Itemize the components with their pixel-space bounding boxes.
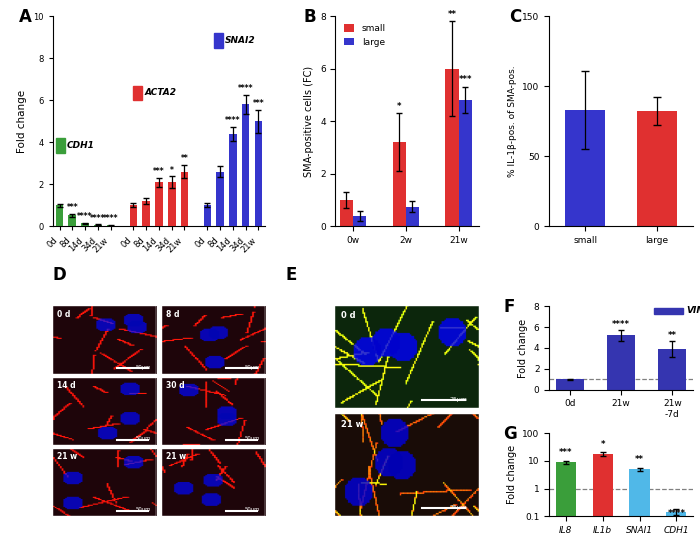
Text: C: C [509,8,522,26]
Bar [229,134,237,226]
Bar [445,69,458,226]
Text: SNAI2: SNAI2 [225,36,256,45]
Text: *: * [397,102,402,111]
Bar [142,201,150,226]
Bar [393,142,406,226]
Bar [593,454,613,538]
Text: G: G [503,424,517,443]
Text: D: D [52,266,66,284]
Bar [204,206,211,226]
Text: 21 w: 21 w [166,452,186,462]
Text: **: ** [181,154,188,164]
Bar [56,206,63,226]
Text: 50μm: 50μm [135,436,150,441]
Bar [340,200,353,226]
Text: CDH1: CDH1 [66,141,94,150]
Bar [607,336,635,390]
Bar [81,223,89,226]
Text: ***: *** [253,99,264,108]
Text: F: F [503,298,514,316]
Text: **: ** [668,331,677,340]
Bar [241,104,249,226]
Text: 14 d: 14 d [57,381,76,390]
Text: ***: *** [458,75,472,84]
Text: ****: **** [77,212,93,221]
Text: 30 d: 30 d [166,381,185,390]
Bar [168,182,176,226]
Text: ***: *** [559,448,573,457]
Text: *: * [601,440,605,449]
Text: 50μm: 50μm [135,507,150,512]
Bar [556,379,584,390]
Text: 50μm: 50μm [245,436,260,441]
Text: ****: **** [103,215,118,223]
Bar [566,110,605,226]
Y-axis label: Fold change: Fold change [518,318,528,378]
Text: 50μm: 50μm [245,507,260,512]
Y-axis label: Fold change: Fold change [507,445,517,504]
Bar [181,172,188,226]
Text: 0 d: 0 d [57,310,70,318]
Text: ***: *** [153,167,164,176]
Text: 50μm: 50μm [245,365,260,370]
Bar [637,111,677,226]
Text: ACTA2: ACTA2 [144,88,176,97]
Y-axis label: SMA-positive cells (FC): SMA-positive cells (FC) [304,66,314,177]
Bar [69,215,76,226]
Text: 8 d: 8 d [166,310,180,318]
Bar [629,469,650,538]
Bar [654,308,682,314]
Text: A: A [18,8,32,26]
Bar [155,182,163,226]
Text: B: B [304,8,316,26]
Bar [106,225,114,226]
Legend: small, large: small, large [340,20,389,51]
Text: **: ** [447,10,456,19]
Bar [353,216,366,226]
Text: ****: **** [90,214,106,223]
Text: **: ** [635,455,644,464]
Text: 21 w: 21 w [57,452,77,462]
Bar [130,206,137,226]
Bar [216,172,224,226]
Bar [556,462,576,538]
Text: *: * [170,166,174,175]
Bar [406,207,419,226]
Text: ***: *** [66,203,78,213]
Bar [658,349,687,390]
Text: ****: **** [238,84,253,93]
Bar [214,33,223,48]
Text: ****: **** [225,116,241,125]
Text: 21 w: 21 w [341,420,363,429]
Text: 50μm: 50μm [135,365,150,370]
Text: E: E [286,266,297,284]
Text: ****: **** [612,320,630,329]
Bar [56,138,64,153]
Bar [255,121,262,226]
Y-axis label: % IL-1β-pos. of SMA-pos.: % IL-1β-pos. of SMA-pos. [508,66,517,177]
Text: 25μm: 25μm [449,505,468,511]
Bar [134,86,142,100]
Bar [666,512,687,538]
Text: ****: **** [667,509,685,518]
Text: 0 d: 0 d [341,312,356,320]
Text: 25μm: 25μm [449,397,468,402]
Text: VIM: VIM [687,306,700,315]
Bar [94,225,102,226]
Bar [458,100,472,226]
Y-axis label: Fold change: Fold change [18,90,27,153]
